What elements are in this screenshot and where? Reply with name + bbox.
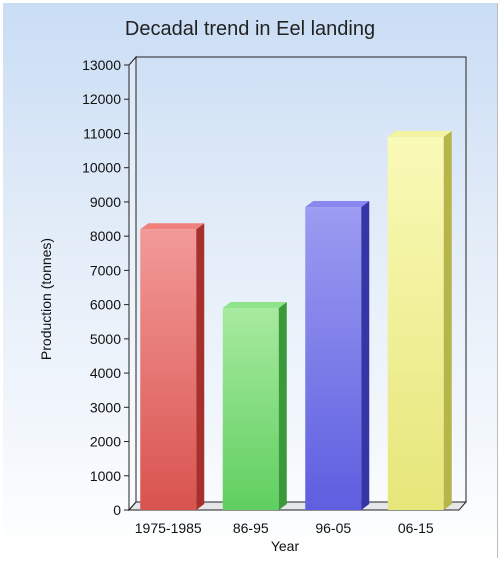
y-tick-label: 11000 bbox=[83, 125, 121, 141]
bar-front bbox=[222, 308, 279, 510]
bar-side bbox=[443, 130, 452, 510]
x-axis-ticks: 1975-1985 86-95 96-05 06-15 bbox=[135, 520, 434, 536]
bar-front bbox=[387, 136, 444, 510]
chart-background: Decadal trend in Eel landing 0 1000 2000 30… bbox=[3, 3, 498, 558]
bar-side bbox=[278, 302, 287, 510]
bar-chart: Decadal trend in Eel landing 0 1000 2000 30… bbox=[38, 18, 468, 554]
x-tick-label: 86-95 bbox=[233, 520, 269, 536]
y-tick-label: 0 bbox=[113, 502, 121, 518]
x-tick-label: 96-05 bbox=[315, 520, 351, 536]
left-wall bbox=[128, 55, 137, 512]
chart-title: Decadal trend in Eel landing bbox=[125, 18, 375, 40]
bar-front bbox=[305, 207, 362, 511]
y-axis-ticks: 0 1000 2000 3000 4000 5000 6000 7000 8000 9000 100… bbox=[82, 57, 129, 518]
y-tick-label: 1000 bbox=[90, 468, 121, 484]
y-tick-label: 5000 bbox=[90, 331, 121, 347]
bar-front bbox=[140, 229, 197, 511]
y-tick-label: 8000 bbox=[90, 228, 121, 244]
y-tick-label: 3000 bbox=[90, 399, 121, 415]
y-tick-label: 13000 bbox=[82, 57, 121, 73]
y-tick-label: 10000 bbox=[82, 160, 121, 176]
bar-top bbox=[140, 223, 205, 230]
y-tick-label: 7000 bbox=[90, 262, 121, 278]
y-tick-label: 12000 bbox=[82, 91, 121, 107]
bar-side bbox=[361, 201, 370, 511]
bar-side bbox=[196, 223, 205, 511]
bar-1 bbox=[140, 223, 205, 511]
bar-2 bbox=[222, 302, 287, 510]
y-tick-label: 6000 bbox=[90, 297, 121, 313]
y-tick-label: 2000 bbox=[90, 434, 121, 450]
bar-3 bbox=[305, 201, 370, 511]
bar-top bbox=[305, 201, 370, 208]
y-tick-label: 9000 bbox=[90, 194, 121, 210]
x-tick-label: 06-15 bbox=[398, 520, 434, 536]
x-tick-label: 1975-1985 bbox=[135, 520, 202, 536]
bars bbox=[140, 130, 452, 511]
bar-4 bbox=[387, 130, 452, 510]
bar-top bbox=[222, 302, 287, 309]
y-axis-label: Production (tonnes) bbox=[38, 238, 54, 360]
plot-walls bbox=[127, 55, 468, 512]
x-axis-label: Year bbox=[271, 538, 300, 554]
y-tick-label: 4000 bbox=[90, 365, 121, 381]
bar-top bbox=[387, 130, 452, 137]
